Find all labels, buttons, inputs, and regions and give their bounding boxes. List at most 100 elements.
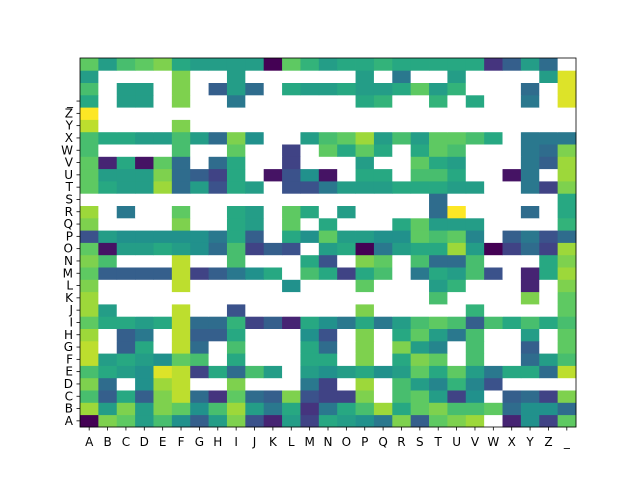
heatmap-cell xyxy=(300,279,320,293)
heatmap-cell xyxy=(337,377,356,391)
heatmap-cell xyxy=(520,340,540,354)
heatmap-cell xyxy=(135,340,154,354)
heatmap-cell xyxy=(484,377,503,391)
heatmap-cell xyxy=(484,267,503,280)
y-tick-label: L xyxy=(66,279,73,293)
heatmap-cell xyxy=(392,70,412,83)
heatmap-cell xyxy=(245,156,265,170)
x-tick-label: F xyxy=(178,435,185,449)
heatmap-cell xyxy=(208,82,228,96)
heatmap-cell xyxy=(135,156,154,170)
heatmap-cell xyxy=(557,94,577,108)
heatmap-cell xyxy=(190,414,209,428)
heatmap-cell xyxy=(80,119,99,133)
heatmap-cell xyxy=(245,144,265,157)
heatmap-cell xyxy=(465,58,485,71)
heatmap-cell xyxy=(116,328,136,342)
heatmap-cell xyxy=(484,193,503,206)
heatmap-cell xyxy=(337,58,356,71)
heatmap-cell xyxy=(484,353,503,366)
heatmap-cell xyxy=(465,328,485,342)
heatmap-cell xyxy=(539,254,559,268)
heatmap-cell xyxy=(465,107,485,120)
heatmap-cell xyxy=(410,156,430,170)
y-tick-label: C xyxy=(65,389,73,403)
heatmap-cell xyxy=(263,94,283,108)
y-tick-label: J xyxy=(68,303,73,317)
heatmap-cell xyxy=(80,353,99,366)
heatmap-cell xyxy=(318,377,338,391)
heatmap-cell xyxy=(80,156,99,170)
heatmap-cell xyxy=(392,94,412,108)
heatmap-cell xyxy=(263,304,283,317)
heatmap-cell xyxy=(153,58,173,71)
heatmap-cell xyxy=(557,156,577,170)
heatmap-cell xyxy=(392,365,412,379)
heatmap-cell xyxy=(282,94,301,108)
heatmap-cell xyxy=(245,377,265,391)
heatmap-cell xyxy=(153,70,173,83)
heatmap-cell xyxy=(282,205,301,219)
heatmap-cell xyxy=(520,254,540,268)
heatmap-cell xyxy=(355,316,375,329)
heatmap-cell xyxy=(263,254,283,268)
heatmap-cell xyxy=(116,402,136,416)
heatmap-cell xyxy=(190,316,209,329)
heatmap-cell xyxy=(392,156,412,170)
heatmap-cell xyxy=(318,94,338,108)
heatmap-cell xyxy=(171,377,191,391)
heatmap-cell xyxy=(226,70,246,83)
heatmap-cell xyxy=(410,353,430,366)
heatmap-cell xyxy=(465,316,485,329)
heatmap-cell xyxy=(171,107,191,120)
heatmap-cell xyxy=(300,119,320,133)
y-tick-label: Y xyxy=(65,119,74,133)
heatmap-cell xyxy=(557,279,577,293)
heatmap-cell xyxy=(226,291,246,305)
heatmap-cell xyxy=(410,328,430,342)
heatmap-cell xyxy=(392,230,412,243)
heatmap-cell xyxy=(208,402,228,416)
heatmap-cell xyxy=(465,119,485,133)
heatmap-cell xyxy=(245,254,265,268)
x-tick-label: M xyxy=(304,435,314,449)
heatmap-cell xyxy=(153,230,173,243)
heatmap-cell xyxy=(337,82,356,96)
heatmap-cell xyxy=(282,328,301,342)
heatmap-cell xyxy=(337,353,356,366)
heatmap-cell xyxy=(447,316,467,329)
heatmap-cell xyxy=(539,402,559,416)
heatmap-cell xyxy=(520,70,540,83)
heatmap-cell xyxy=(337,205,356,219)
heatmap-cell xyxy=(373,353,393,366)
heatmap-cell xyxy=(245,58,265,71)
heatmap-cell xyxy=(245,94,265,108)
heatmap-cell xyxy=(226,94,246,108)
heatmap-cell xyxy=(282,414,301,428)
heatmap-cell xyxy=(116,82,136,96)
heatmap-cell xyxy=(355,58,375,71)
heatmap-cell xyxy=(208,291,228,305)
heatmap-cell xyxy=(318,58,338,71)
heatmap-cell xyxy=(226,390,246,403)
heatmap-cell xyxy=(135,353,154,366)
heatmap-cell xyxy=(153,279,173,293)
heatmap-cell xyxy=(98,181,118,194)
heatmap-cell xyxy=(355,156,375,170)
heatmap-cell xyxy=(429,107,448,120)
heatmap-cell xyxy=(539,279,559,293)
heatmap-cell xyxy=(208,119,228,133)
x-tick-label: Q xyxy=(378,435,387,449)
heatmap-cell xyxy=(300,328,320,342)
heatmap-cell xyxy=(502,242,522,256)
y-tick-label: A xyxy=(65,414,74,428)
heatmap-cell xyxy=(557,316,577,329)
heatmap-cell xyxy=(447,254,467,268)
heatmap-cell xyxy=(318,291,338,305)
heatmap-cell xyxy=(465,353,485,366)
heatmap-cell xyxy=(392,217,412,231)
heatmap-cell xyxy=(337,254,356,268)
heatmap-cell xyxy=(337,119,356,133)
heatmap-cell xyxy=(373,82,393,96)
heatmap-cell xyxy=(392,205,412,219)
